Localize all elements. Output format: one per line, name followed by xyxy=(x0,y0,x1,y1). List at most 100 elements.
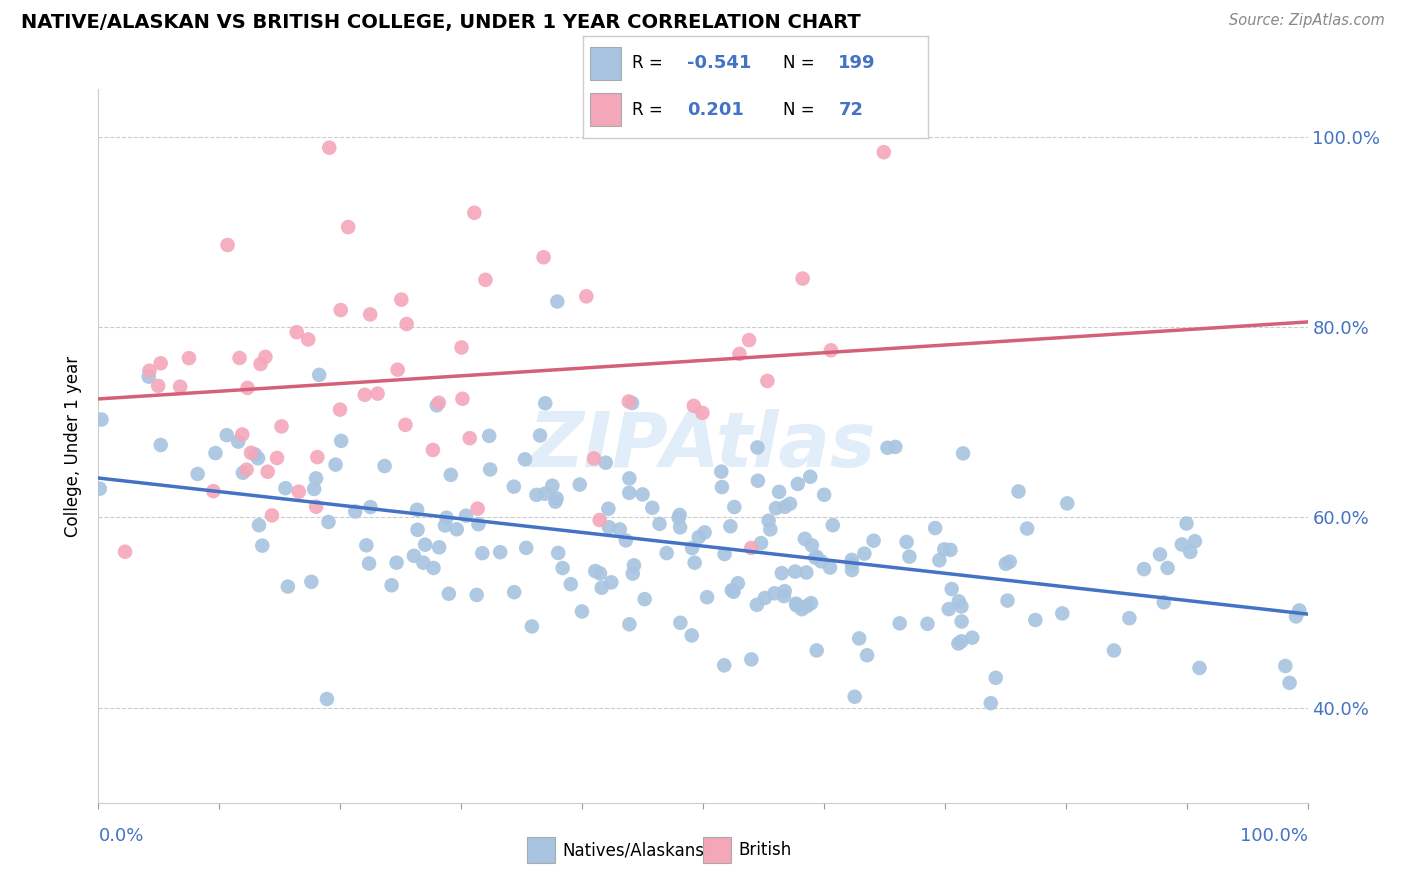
Point xyxy=(202,484,225,499)
Point xyxy=(786,477,808,491)
Point xyxy=(820,343,842,358)
Point xyxy=(344,504,367,518)
Point xyxy=(804,550,827,565)
Point xyxy=(763,586,786,600)
Point xyxy=(231,427,253,442)
Text: 0.0%: 0.0% xyxy=(98,827,143,845)
Point xyxy=(614,533,637,548)
Point xyxy=(450,341,472,355)
Point xyxy=(984,671,1007,685)
Point xyxy=(571,605,593,619)
Point xyxy=(187,467,209,481)
Point xyxy=(226,434,249,449)
Point xyxy=(785,597,807,611)
Point xyxy=(841,553,863,567)
Point xyxy=(641,500,664,515)
Point xyxy=(790,602,813,616)
Point xyxy=(395,317,418,331)
Point xyxy=(696,591,718,605)
Point xyxy=(889,616,911,631)
Point xyxy=(433,518,456,533)
Point xyxy=(941,582,963,596)
Point xyxy=(274,481,297,495)
Point xyxy=(177,351,200,365)
Point xyxy=(305,471,328,485)
Point xyxy=(727,576,749,591)
Point xyxy=(551,561,574,575)
Point xyxy=(436,510,458,524)
Point xyxy=(688,530,710,544)
Point xyxy=(467,517,489,532)
Point xyxy=(254,350,277,364)
Point xyxy=(520,619,543,633)
Point xyxy=(406,502,429,516)
Point xyxy=(631,487,654,501)
Text: N =: N = xyxy=(783,54,820,72)
Point xyxy=(533,250,555,264)
Point xyxy=(1156,561,1178,575)
Point xyxy=(502,480,524,494)
Point xyxy=(526,488,548,502)
Point xyxy=(427,541,450,555)
Point xyxy=(529,428,551,442)
Point xyxy=(950,615,973,629)
Point xyxy=(721,583,744,598)
Point xyxy=(591,581,613,595)
Point xyxy=(738,333,761,347)
Point xyxy=(169,379,191,393)
Point xyxy=(1052,607,1074,621)
Point xyxy=(589,566,612,581)
FancyBboxPatch shape xyxy=(591,47,621,79)
Point xyxy=(796,599,818,613)
Point xyxy=(609,523,631,537)
Point xyxy=(353,388,375,402)
Point xyxy=(1153,595,1175,609)
Point xyxy=(307,450,329,464)
Point xyxy=(560,577,582,591)
Point xyxy=(402,549,425,563)
Point xyxy=(765,501,787,516)
Point xyxy=(710,480,733,494)
Point xyxy=(75,365,97,379)
Point xyxy=(806,643,828,657)
Point xyxy=(215,428,238,442)
Point xyxy=(406,523,429,537)
Point xyxy=(1017,521,1039,535)
Point xyxy=(76,590,98,604)
Point xyxy=(243,447,266,461)
Point xyxy=(948,594,970,608)
Point xyxy=(1184,534,1206,549)
Point xyxy=(710,465,733,479)
Point xyxy=(381,578,404,592)
Point xyxy=(41,617,63,632)
Point xyxy=(844,690,866,704)
Point xyxy=(471,546,494,560)
Point xyxy=(1180,545,1202,559)
Point xyxy=(998,555,1021,569)
Point xyxy=(465,588,488,602)
Text: 199: 199 xyxy=(838,54,876,72)
Point xyxy=(793,532,815,546)
Point xyxy=(873,145,896,160)
Text: Natives/Alaskans: Natives/Alaskans xyxy=(562,841,704,859)
Point xyxy=(437,587,460,601)
Point xyxy=(359,500,381,514)
Point xyxy=(503,585,526,599)
Point xyxy=(683,556,706,570)
Point xyxy=(800,596,823,610)
Point xyxy=(44,354,66,368)
Point xyxy=(546,294,568,309)
Point xyxy=(318,141,340,155)
Point xyxy=(426,398,449,412)
Point xyxy=(621,396,644,410)
Point xyxy=(299,574,322,589)
Point xyxy=(779,497,801,511)
Point xyxy=(770,566,793,581)
Point xyxy=(422,561,444,575)
Point xyxy=(740,652,762,666)
Point xyxy=(458,431,481,445)
Point xyxy=(876,441,898,455)
Text: R =: R = xyxy=(631,101,668,119)
Text: NATIVE/ALASKAN VS BRITISH COLLEGE, UNDER 1 YEAR CORRELATION CHART: NATIVE/ALASKAN VS BRITISH COLLEGE, UNDER… xyxy=(21,13,860,32)
Point xyxy=(454,508,477,523)
